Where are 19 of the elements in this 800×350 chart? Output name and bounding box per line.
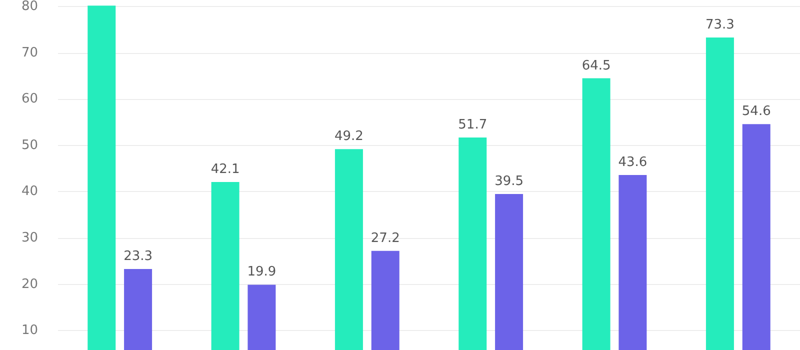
data-label: 73.3 bbox=[705, 18, 734, 33]
data-label: 42.1 bbox=[210, 162, 240, 177]
data-label: 43.6 bbox=[618, 155, 648, 170]
y-tick-label: 30 bbox=[21, 230, 38, 246]
data-label: 49.2 bbox=[334, 129, 364, 144]
y-tick-label: 20 bbox=[21, 276, 38, 292]
y-tick-label: 70 bbox=[21, 45, 38, 60]
y-tick-label: 40 bbox=[21, 184, 38, 200]
data-label: 39.5 bbox=[494, 174, 524, 189]
data-label: 19.9 bbox=[247, 264, 276, 280]
data-label: 54.6 bbox=[742, 104, 771, 120]
data-label: 64.5 bbox=[582, 58, 611, 74]
data-label: 27.2 bbox=[370, 230, 400, 246]
y-tick-label: 50 bbox=[21, 138, 38, 153]
data-label: 51.7 bbox=[458, 118, 488, 133]
y-tick-label: 60 bbox=[21, 92, 38, 107]
data-label: 23.3 bbox=[124, 248, 153, 264]
y-tick-label: 80 bbox=[21, 0, 38, 14]
y-tick-label: 10 bbox=[21, 323, 38, 338]
